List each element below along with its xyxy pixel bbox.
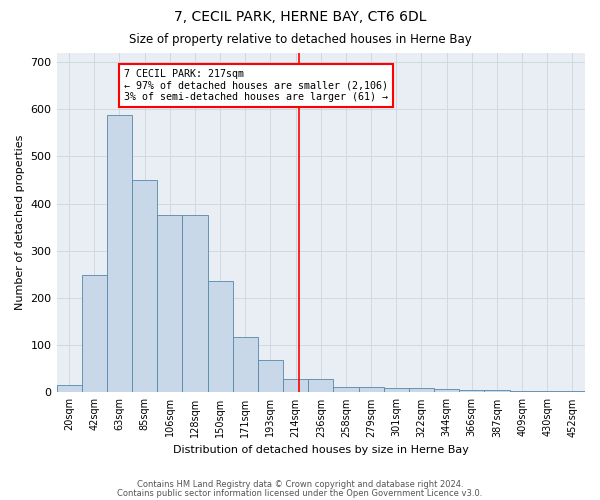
Bar xyxy=(409,388,434,392)
Bar xyxy=(107,115,132,392)
X-axis label: Distribution of detached houses by size in Herne Bay: Distribution of detached houses by size … xyxy=(173,445,469,455)
Bar xyxy=(535,391,560,392)
Bar xyxy=(509,391,535,392)
Bar xyxy=(283,379,308,392)
Text: Contains HM Land Registry data © Crown copyright and database right 2024.: Contains HM Land Registry data © Crown c… xyxy=(137,480,463,489)
Bar xyxy=(434,389,459,392)
Bar xyxy=(157,216,182,392)
Text: 7, CECIL PARK, HERNE BAY, CT6 6DL: 7, CECIL PARK, HERNE BAY, CT6 6DL xyxy=(174,10,426,24)
Bar xyxy=(459,390,484,392)
Bar xyxy=(233,336,258,392)
Bar xyxy=(82,276,107,392)
Y-axis label: Number of detached properties: Number of detached properties xyxy=(15,135,25,310)
Bar xyxy=(132,180,157,392)
Text: Contains public sector information licensed under the Open Government Licence v3: Contains public sector information licen… xyxy=(118,488,482,498)
Bar xyxy=(308,379,334,392)
Bar xyxy=(182,216,208,392)
Bar xyxy=(208,282,233,393)
Bar xyxy=(334,387,359,392)
Bar xyxy=(56,386,82,392)
Text: Size of property relative to detached houses in Herne Bay: Size of property relative to detached ho… xyxy=(128,32,472,46)
Text: 7 CECIL PARK: 217sqm
← 97% of detached houses are smaller (2,106)
3% of semi-det: 7 CECIL PARK: 217sqm ← 97% of detached h… xyxy=(124,69,388,102)
Bar xyxy=(258,360,283,392)
Bar xyxy=(359,387,383,392)
Bar xyxy=(383,388,409,392)
Bar xyxy=(484,390,509,392)
